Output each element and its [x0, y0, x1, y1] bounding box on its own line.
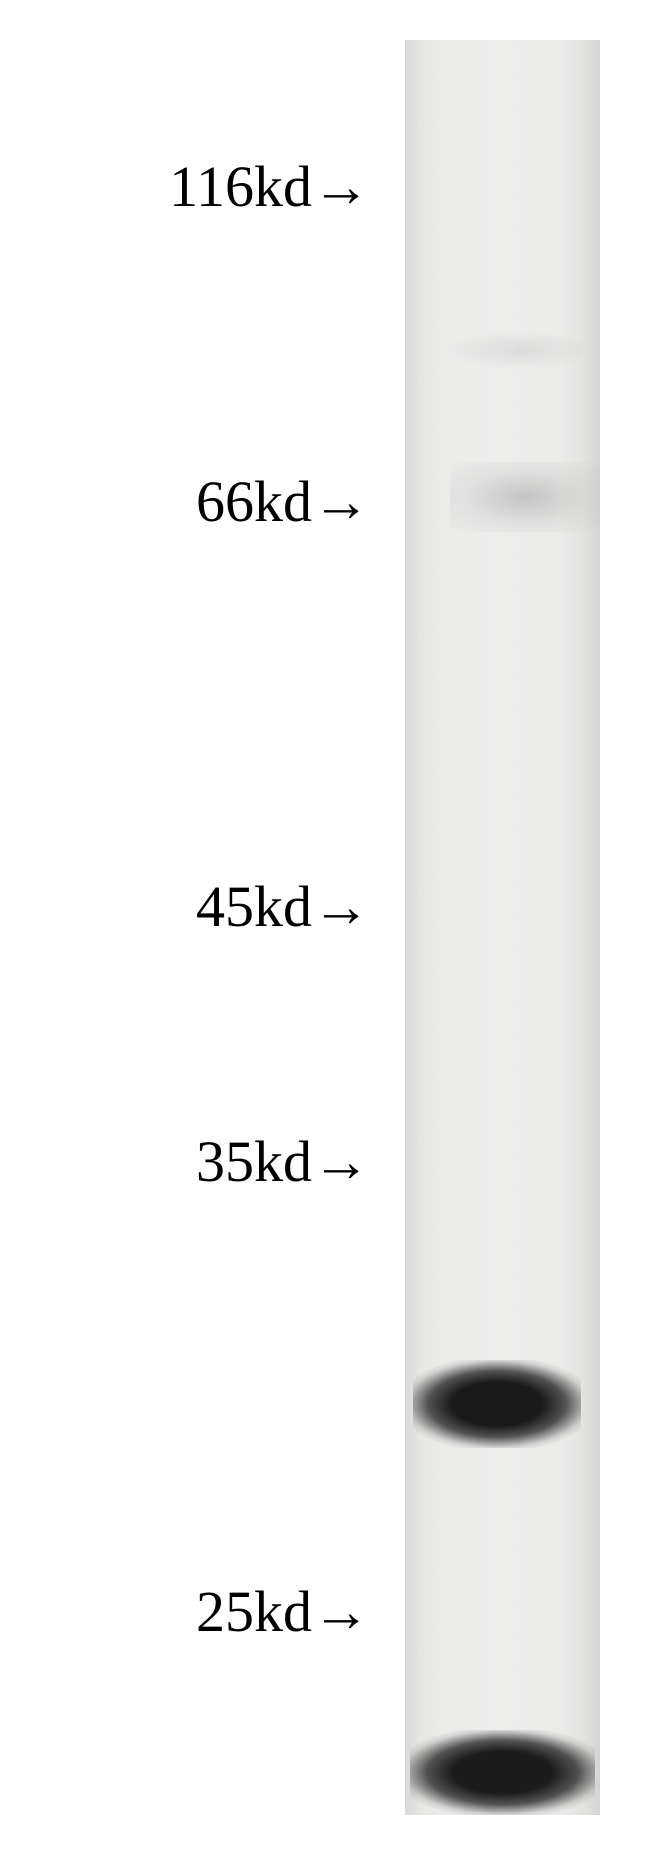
blot-lane	[405, 40, 600, 1815]
marker-label-116: 116kd→	[169, 153, 370, 220]
bottom-band	[410, 1730, 595, 1815]
marker-labels-column: 116kd→ 66kd→ 45kd→ 35kd→ 25kd→	[0, 0, 380, 1855]
faint-band-66	[450, 462, 600, 532]
marker-label-45: 45kd→	[196, 873, 370, 940]
faint-band-116	[445, 330, 595, 370]
marker-label-25: 25kd→	[196, 1578, 370, 1645]
marker-label-66: 66kd→	[196, 468, 370, 535]
main-band-30	[413, 1360, 581, 1448]
western-blot-figure: 116kd→ 66kd→ 45kd→ 35kd→ 25kd→ WWW.PTGLA…	[0, 0, 650, 1855]
marker-label-35: 35kd→	[196, 1128, 370, 1195]
lane-noise	[405, 40, 600, 1815]
